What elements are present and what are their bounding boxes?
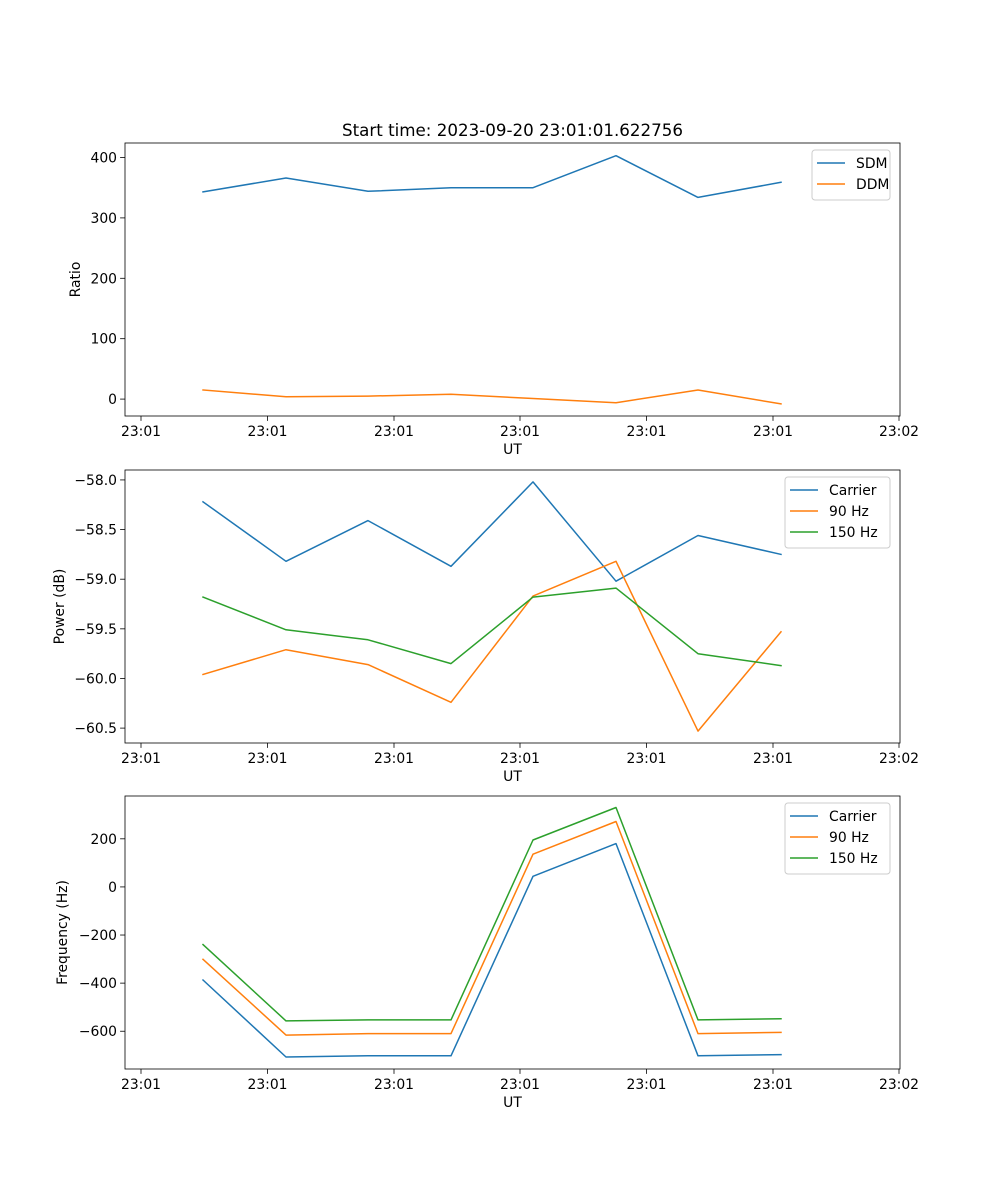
x-tick-label: 23:01 xyxy=(121,751,161,767)
axes-frame xyxy=(124,142,901,417)
series-line-90-hz xyxy=(202,560,783,732)
x-tick-label: 23:01 xyxy=(500,751,540,767)
y-tick-label: −600 xyxy=(79,1024,117,1040)
x-tick-label: 23:02 xyxy=(879,1077,919,1093)
x-tick-label: 23:01 xyxy=(500,424,540,440)
y-tick-label: 300 xyxy=(90,211,117,227)
panels: 23:01 23:01 23:01 23:01 23:01 23:01 23:02 0 100 2… xyxy=(52,142,919,1111)
series-line-carrier xyxy=(201,481,782,582)
chart-panel-1: 23:01 23:01 23:01 23:01 23:01 23:01 23:02 0 100 2… xyxy=(68,142,919,458)
legend-label: SDM xyxy=(856,156,888,172)
legend-label: 150 Hz xyxy=(829,525,878,541)
y-tick-label: 400 xyxy=(90,150,117,166)
axes-frame xyxy=(124,469,901,744)
x-tick-label: 23:01 xyxy=(121,1077,161,1093)
y-axis-label: Power (dB) xyxy=(52,569,68,645)
x-tick-label: 23:02 xyxy=(879,751,919,767)
series-line-150-hz xyxy=(201,806,782,1022)
x-tick-label: 23:02 xyxy=(879,424,919,440)
x-tick-label: 23:01 xyxy=(626,751,666,767)
series-line-ddm xyxy=(202,389,782,405)
x-tick-label: 23:01 xyxy=(626,424,666,440)
x-tick-label: 23:01 xyxy=(247,424,287,440)
legend-label: 90 Hz xyxy=(829,830,869,846)
series-line-sdm xyxy=(202,154,782,199)
y-tick-label: −60.0 xyxy=(74,671,117,687)
x-tick-label: 23:01 xyxy=(500,1077,540,1093)
x-tick-label: 23:01 xyxy=(121,424,161,440)
x-axis-label: UT xyxy=(503,442,522,458)
axes-frame xyxy=(124,795,901,1070)
x-tick-label: 23:01 xyxy=(753,424,793,440)
legend-label: 90 Hz xyxy=(829,504,869,520)
legend-label: Carrier xyxy=(829,809,877,825)
legend-box xyxy=(784,802,891,875)
y-tick-label: 200 xyxy=(90,271,117,287)
x-tick-label: 23:01 xyxy=(753,1077,793,1093)
y-tick-label: 100 xyxy=(90,332,117,348)
x-axis-label: UT xyxy=(503,1095,522,1111)
x-tick-label: 23:01 xyxy=(247,1077,287,1093)
y-tick-label: −59.0 xyxy=(74,572,117,588)
y-axis-label: Frequency (Hz) xyxy=(55,880,71,985)
y-tick-label: 0 xyxy=(108,880,117,896)
legend-label: 150 Hz xyxy=(829,851,878,867)
y-tick-label: −59.5 xyxy=(74,622,117,638)
y-tick-label: −60.5 xyxy=(74,721,117,737)
y-tick-label: −58.0 xyxy=(74,473,117,489)
legend-label: Carrier xyxy=(829,483,877,499)
x-axis-label: UT xyxy=(503,769,522,785)
y-axis-label: Ratio xyxy=(68,262,84,298)
x-tick-label: 23:01 xyxy=(374,1077,414,1093)
x-tick-label: 23:01 xyxy=(626,1077,666,1093)
chart-title: Start time: 2023-09-20 23:01:01.622756 xyxy=(342,120,683,140)
legend-box xyxy=(784,476,891,549)
series-line-150-hz xyxy=(202,587,782,667)
x-tick-label: 23:01 xyxy=(374,424,414,440)
series-line-90-hz xyxy=(201,820,782,1036)
x-tick-label: 23:01 xyxy=(247,751,287,767)
series-line-carrier xyxy=(201,842,782,1058)
x-tick-label: 23:01 xyxy=(753,751,793,767)
y-tick-label: −400 xyxy=(79,976,117,992)
y-tick-label: −58.5 xyxy=(74,523,117,539)
legend-label: DDM xyxy=(856,177,889,193)
chart-panel-3: 23:01 23:01 23:01 23:01 23:01 23:01 23:02 −600 −… xyxy=(55,795,919,1111)
y-tick-label: −200 xyxy=(79,928,117,944)
y-tick-label: 0 xyxy=(108,392,117,408)
chart-panel-2: 23:01 23:01 23:01 23:01 23:01 23:01 23:02 −60.5… xyxy=(52,469,919,785)
x-tick-label: 23:01 xyxy=(374,751,414,767)
y-tick-label: 200 xyxy=(90,832,117,848)
